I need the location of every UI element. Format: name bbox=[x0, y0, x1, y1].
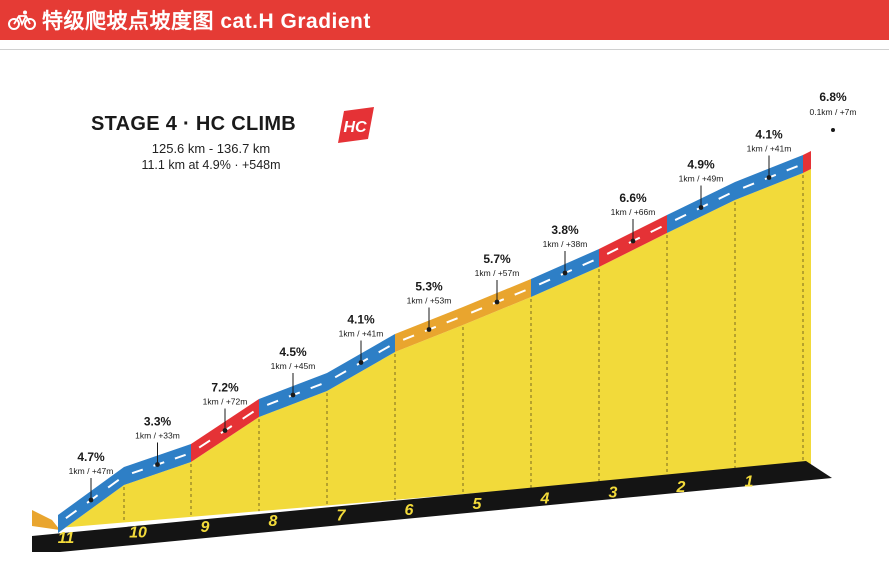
lane-dash bbox=[310, 383, 322, 390]
bicycle-icon bbox=[8, 8, 38, 32]
header-title: 特级爬坡点坡度图 cat.H Gradient bbox=[42, 10, 371, 33]
segment-detail: 1km / +72m bbox=[203, 397, 248, 407]
segment-gradient: 5.7% bbox=[483, 252, 511, 266]
segment-detail: 1km / +45m bbox=[271, 361, 316, 371]
lane-dash bbox=[718, 192, 730, 200]
lane-dash bbox=[131, 468, 144, 475]
km-marker: 10 bbox=[129, 524, 147, 541]
hc-badge: HC bbox=[336, 107, 376, 143]
km-marker: 4 bbox=[540, 490, 550, 507]
km-range: 125.6 km - 136.7 km bbox=[151, 141, 271, 156]
segment-detail: 1km / +41m bbox=[747, 144, 792, 154]
lane-dash bbox=[606, 247, 619, 255]
hc-badge-label: HC bbox=[343, 119, 367, 136]
lane-dash bbox=[266, 399, 279, 406]
segment-gradient: 4.9% bbox=[687, 158, 715, 172]
segment-detail: 1km / +66m bbox=[611, 207, 656, 217]
lane-dash bbox=[65, 509, 78, 520]
segment-gradient: 4.1% bbox=[755, 128, 783, 142]
lane-dash bbox=[650, 225, 663, 234]
lane-dash bbox=[446, 317, 458, 324]
lane-dash bbox=[107, 479, 120, 489]
lane-dash bbox=[402, 334, 415, 341]
km-marker: 6 bbox=[405, 502, 414, 519]
segment-detail: 1km / +53m bbox=[407, 296, 452, 306]
lane-dash bbox=[198, 439, 211, 449]
segment-detail: 1km / +47m bbox=[69, 466, 114, 476]
lane-dash bbox=[242, 410, 255, 420]
segment-gradient: 6.6% bbox=[619, 191, 647, 205]
km-marker: 8 bbox=[269, 513, 278, 530]
profile-area bbox=[58, 169, 811, 533]
lane-dash bbox=[786, 165, 798, 172]
header-divider bbox=[0, 49, 889, 50]
stage-title: STAGE 4 · HC CLIMB bbox=[91, 113, 297, 135]
lane-dash bbox=[582, 259, 594, 267]
segment-detail: 1km / +38m bbox=[543, 239, 588, 249]
lane-dash bbox=[674, 213, 687, 221]
segment-gradient: 4.7% bbox=[77, 450, 105, 464]
segment-detail: 1km / +49m bbox=[679, 174, 724, 184]
segment-gradient: 4.5% bbox=[279, 345, 307, 359]
segment-detail: 1km / +57m bbox=[475, 268, 520, 278]
segment-detail: 1km / +41m bbox=[339, 329, 384, 339]
header-bar: 特级爬坡点坡度图 cat.H Gradient bbox=[0, 0, 889, 40]
lane-dash bbox=[470, 307, 483, 314]
km-marker: 1 bbox=[745, 473, 754, 490]
lane-dash bbox=[514, 289, 526, 296]
lane-dash bbox=[334, 370, 347, 379]
km-marker: 9 bbox=[201, 519, 210, 536]
segment-detail: 0.1km / +7m bbox=[809, 107, 856, 117]
segment-gradient: 4.1% bbox=[347, 313, 375, 327]
entry-ramp bbox=[32, 510, 60, 530]
lane-dash bbox=[378, 345, 391, 354]
km-marker: 5 bbox=[473, 496, 483, 513]
base-road bbox=[32, 461, 832, 552]
segment-gradient: 3.8% bbox=[551, 223, 579, 237]
lane-dash bbox=[742, 182, 755, 189]
segment-gradient: 6.8% bbox=[819, 90, 847, 104]
segment-band bbox=[803, 151, 811, 173]
climb-summary: 11.1 km at 4.9% · +548m bbox=[141, 158, 281, 172]
segment-gradient: 5.3% bbox=[415, 280, 443, 294]
segment-gradient: 7.2% bbox=[211, 381, 239, 395]
segment-detail: 1km / +33m bbox=[135, 431, 180, 441]
segment-pin-dot bbox=[831, 128, 835, 132]
km-marker: 2 bbox=[676, 479, 686, 496]
km-marker: 11 bbox=[58, 530, 75, 547]
lane-dash bbox=[538, 278, 551, 286]
km-marker: 3 bbox=[609, 485, 618, 502]
lane-dash bbox=[174, 453, 186, 460]
segment-gradient: 3.3% bbox=[144, 415, 172, 429]
km-marker: 7 bbox=[337, 507, 347, 524]
